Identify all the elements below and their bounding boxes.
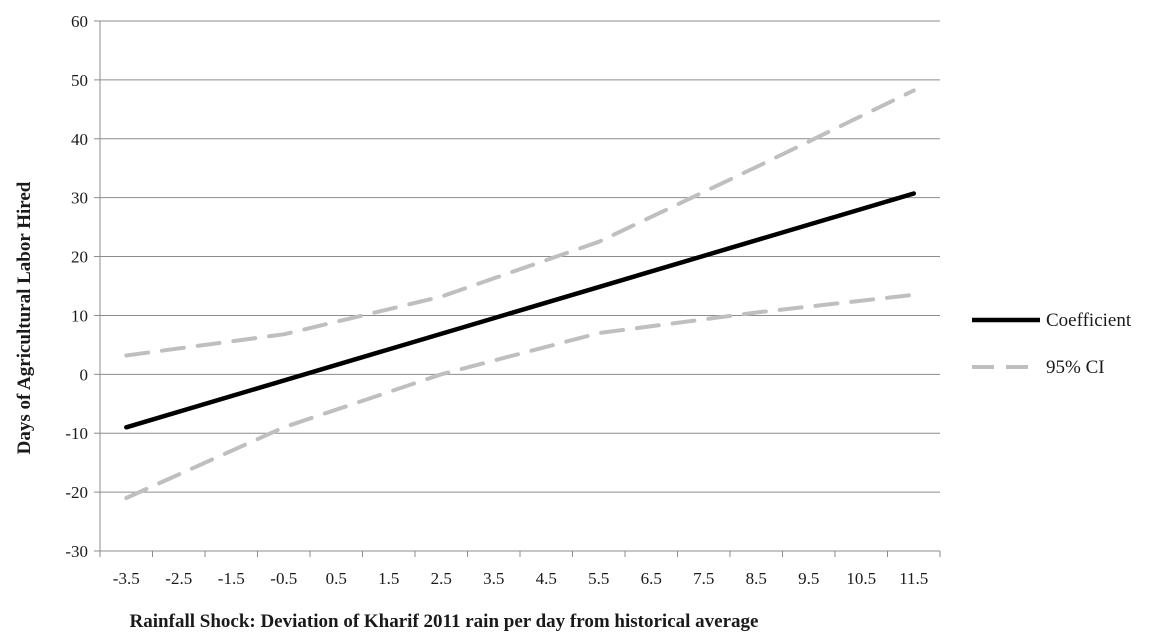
legend: Coefficient 95% CI bbox=[972, 310, 1132, 378]
x-tick-label: 4.5 bbox=[536, 569, 557, 588]
x-tick-label: -0.5 bbox=[270, 569, 297, 588]
x-axis-title: Rainfall Shock: Deviation of Kharif 2011… bbox=[130, 611, 759, 632]
x-tick-label: 1.5 bbox=[378, 569, 399, 588]
x-tick-label: 3.5 bbox=[483, 569, 504, 588]
y-tick-label: 20 bbox=[71, 248, 88, 267]
y-tick-label: 60 bbox=[71, 12, 88, 31]
y-tick-label: -30 bbox=[65, 542, 88, 561]
y-axis-title: Days of Agricultural Labor Hired bbox=[14, 181, 35, 454]
axes bbox=[99, 21, 941, 557]
x-tick-label: 9.5 bbox=[798, 569, 819, 588]
series-line-ci-lower bbox=[124, 292, 916, 500]
x-tick-label: 10.5 bbox=[846, 569, 876, 588]
series-line-coefficient bbox=[124, 191, 917, 430]
series-line-95-ci bbox=[124, 88, 916, 358]
x-tick-label: 11.5 bbox=[899, 569, 928, 588]
x-tick-label: 8.5 bbox=[746, 569, 767, 588]
y-tick-label: 30 bbox=[71, 189, 88, 208]
y-tick-label: -10 bbox=[65, 424, 88, 443]
legend-label: 95% CI bbox=[1046, 357, 1105, 378]
y-tick-label: 10 bbox=[71, 306, 88, 325]
x-tick-label: 6.5 bbox=[641, 569, 662, 588]
x-tick-label: 7.5 bbox=[693, 569, 714, 588]
x-tick-label: 2.5 bbox=[431, 569, 452, 588]
x-tick-label: 5.5 bbox=[588, 569, 609, 588]
y-tick-label: 50 bbox=[71, 71, 88, 90]
legend-label: Coefficient bbox=[1046, 310, 1132, 331]
y-tick-label: 0 bbox=[80, 365, 89, 384]
y-tick-labels: -30 -20 -10 0 10 20 30 40 50 60 bbox=[65, 12, 88, 561]
series-lines bbox=[124, 88, 917, 500]
x-tick-label: 0.5 bbox=[326, 569, 347, 588]
y-tick-label: -20 bbox=[65, 483, 88, 502]
gridlines bbox=[94, 20, 940, 552]
y-tick-label: 40 bbox=[71, 130, 88, 149]
x-tick-label: -3.5 bbox=[113, 569, 140, 588]
x-tick-label: -2.5 bbox=[165, 569, 192, 588]
x-tick-labels: -3.5 -2.5 -1.5 -0.5 0.5 1.5 2.5 3.5 4.5 5.5 6.5 7.5… bbox=[113, 569, 929, 588]
x-tick-label: -1.5 bbox=[218, 569, 245, 588]
